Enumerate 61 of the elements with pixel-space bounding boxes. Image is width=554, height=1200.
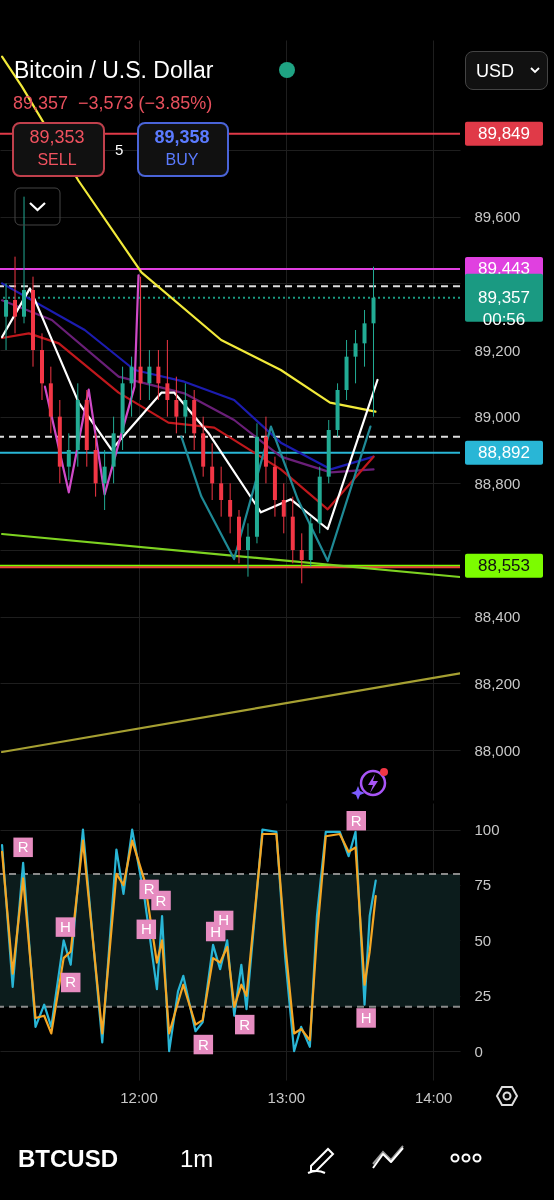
annotation: 89,353 (28, 127, 86, 148)
candlestick (362, 309, 367, 368)
line-series (180, 425, 372, 563)
y-tick-label: 88,200 (474, 674, 521, 692)
annotation: 5 (115, 141, 124, 158)
candlestick (4, 282, 9, 351)
candlestick (13, 256, 18, 334)
annotation: R (17, 838, 29, 856)
y-tick-label: 50 (474, 931, 492, 949)
y-tick-label: 89,600 (474, 208, 521, 226)
annotation: R (239, 1015, 251, 1033)
y-tick-label: 88,400 (474, 608, 521, 626)
y-tick-label: 75 (474, 876, 492, 894)
text: BTCUSD (18, 1145, 118, 1173)
annotation: R (65, 973, 77, 991)
x-tick-label: 14:00 (414, 1088, 453, 1106)
y-tick-label: 88,000 (474, 741, 521, 759)
line-series (0, 287, 379, 531)
annotation: 89,358 (153, 127, 211, 148)
y-tick-label: 88,800 (474, 474, 521, 492)
y-tick-label: 89,200 (474, 341, 521, 359)
candlestick (299, 532, 304, 584)
candlestick (228, 482, 233, 534)
text: USD (476, 61, 515, 82)
candlestick (174, 376, 179, 434)
candlestick (353, 329, 358, 384)
candlestick (129, 356, 134, 418)
candlestick (165, 339, 170, 418)
candlestick (245, 522, 250, 578)
y-tick-label: 0 (474, 1042, 483, 1060)
annotation: H (360, 1008, 372, 1026)
candlestick (183, 382, 188, 434)
annotation: R (350, 811, 362, 829)
ref-line-label: 89,849 (478, 123, 530, 143)
ref-line-label: 88,553 (478, 555, 530, 575)
annotation: SELL (36, 151, 78, 169)
annotation: R (197, 1035, 209, 1053)
y-tick-label: 100 (474, 821, 500, 839)
ref-line-label: 88,892 (478, 442, 530, 462)
candlestick (138, 276, 143, 401)
annotation: R (143, 880, 155, 898)
ref-line-label: 89,443 (478, 259, 530, 278)
annotation: H (60, 918, 71, 936)
text: Bitcoin / U.S. Dollar (14, 57, 214, 84)
text: 1m (180, 1145, 214, 1173)
y-tick-label: 89,000 (474, 408, 521, 426)
candlestick (156, 349, 161, 401)
x-tick-label: 13:00 (267, 1088, 306, 1106)
line-series (43, 274, 140, 496)
y-tick-label: 25 (474, 987, 492, 1005)
annotation: BUY (164, 151, 200, 169)
candlestick (147, 349, 152, 401)
candlestick (210, 442, 215, 501)
annotation: R (155, 891, 167, 909)
x-tick-label: 12:00 (120, 1088, 158, 1106)
candlestick (219, 466, 224, 518)
line-series (0, 332, 375, 511)
annotation: H (140, 920, 152, 938)
candlestick (102, 449, 107, 511)
candlestick (281, 482, 286, 534)
candlestick (66, 432, 71, 481)
